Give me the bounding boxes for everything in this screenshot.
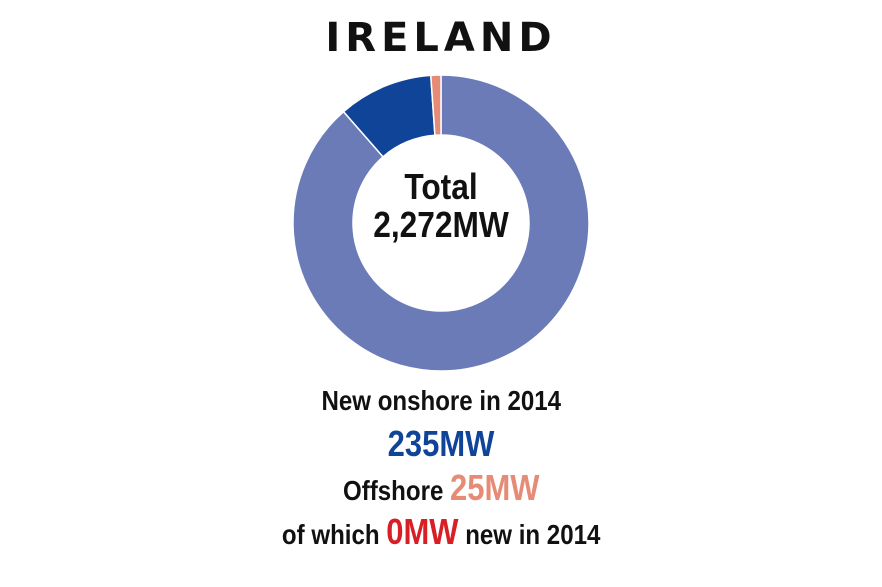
donut-slice-0	[292, 74, 590, 372]
offshore-new-suffix: new in 2014	[465, 519, 601, 550]
center-total-value: 2,272MW	[373, 204, 509, 245]
donut-slice-2	[429, 74, 442, 137]
new-onshore-caption-text: New onshore in 2014	[321, 385, 561, 416]
new-onshore-value: 235MW	[0, 423, 882, 465]
offshore-value: 25MW	[449, 467, 540, 508]
chart-title: IRELAND	[325, 15, 557, 61]
offshore-caption: Offshore 25MW	[0, 470, 882, 509]
offshore-new-caption: of which 0MW new in 2014	[0, 512, 882, 555]
offshore-label: Offshore	[342, 475, 444, 506]
offshore-new-value: 0MW	[386, 511, 459, 552]
new-onshore-caption: New onshore in 2014	[0, 384, 882, 418]
offshore-new-prefix: of which	[281, 519, 380, 550]
new-onshore-value-text: 235MW	[387, 423, 495, 464]
center-total-label: Total	[404, 166, 478, 207]
